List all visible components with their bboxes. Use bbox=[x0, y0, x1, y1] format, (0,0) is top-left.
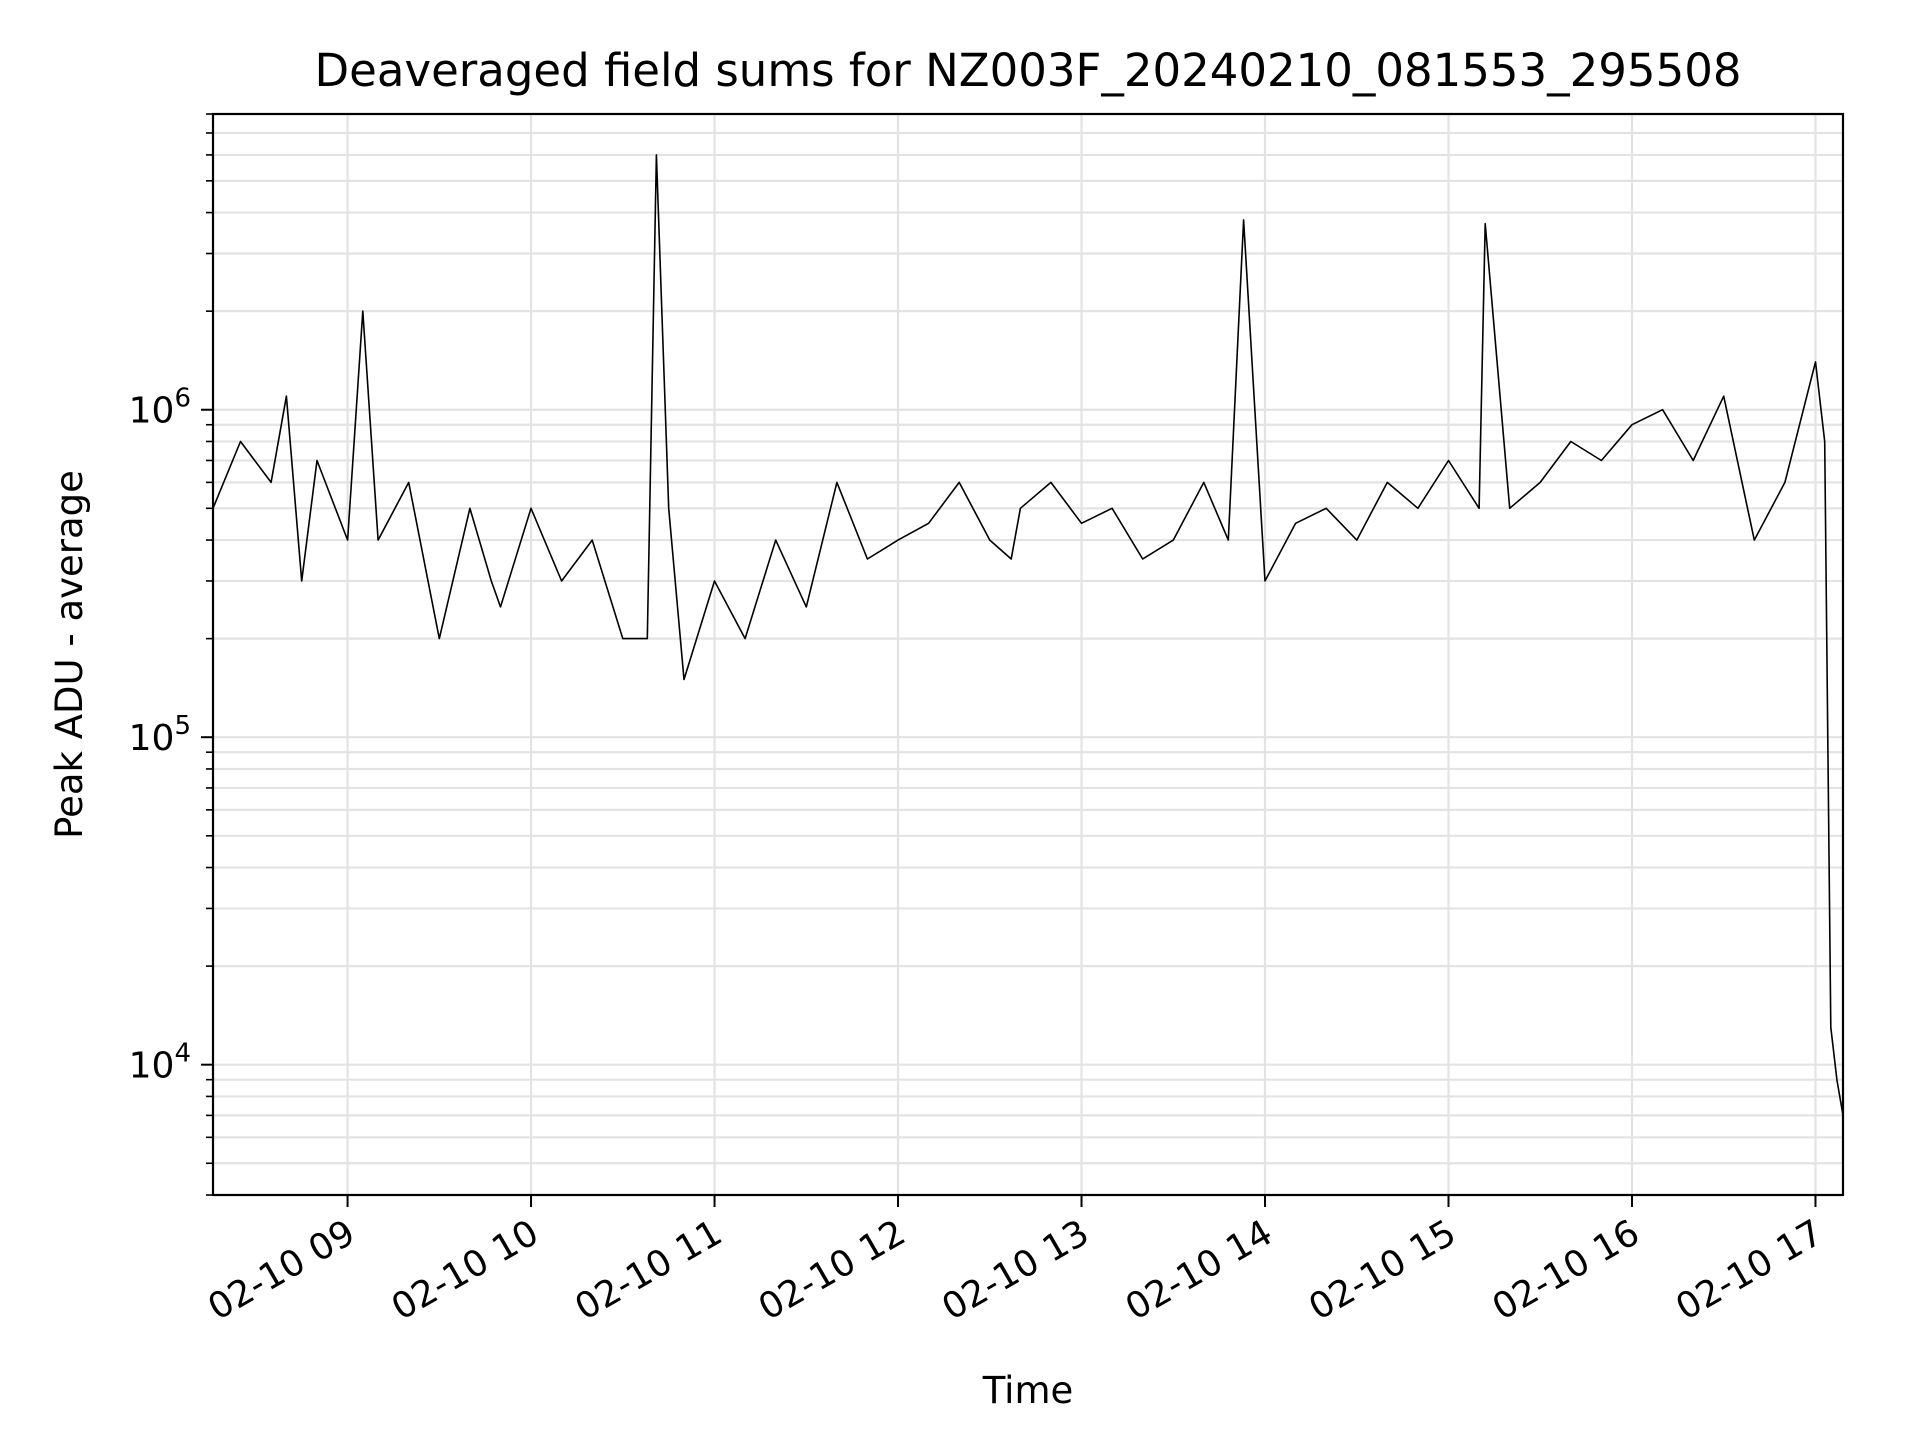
x-tick-label: 02-10 13 bbox=[935, 1212, 1096, 1328]
y-tick-label: 105 bbox=[129, 711, 191, 759]
x-tick-label: 02-10 14 bbox=[1119, 1212, 1280, 1328]
x-tick-label: 02-10 11 bbox=[568, 1212, 729, 1328]
x-axis-title: Time bbox=[982, 1369, 1074, 1412]
x-tick-label: 02-10 10 bbox=[385, 1212, 546, 1328]
x-tick-label: 02-10 12 bbox=[752, 1212, 913, 1328]
grid bbox=[213, 112, 1843, 1197]
x-tick-label: 02-10 15 bbox=[1302, 1212, 1463, 1328]
x-tick-label: 02-10 09 bbox=[201, 1212, 362, 1328]
y-tick-label: 106 bbox=[129, 384, 191, 432]
chart-title: Deaveraged field sums for NZ003F_2024021… bbox=[315, 44, 1742, 97]
series-line bbox=[212, 154, 1844, 1116]
y-axis-title: Peak ADU - average bbox=[48, 470, 91, 839]
x-tick-label: 02-10 16 bbox=[1486, 1212, 1647, 1328]
plot-area bbox=[212, 154, 1844, 1116]
y-tick-label: 104 bbox=[129, 1039, 191, 1087]
plot-frame bbox=[211, 112, 1845, 1197]
x-tick-label: 02-10 17 bbox=[1669, 1212, 1830, 1328]
